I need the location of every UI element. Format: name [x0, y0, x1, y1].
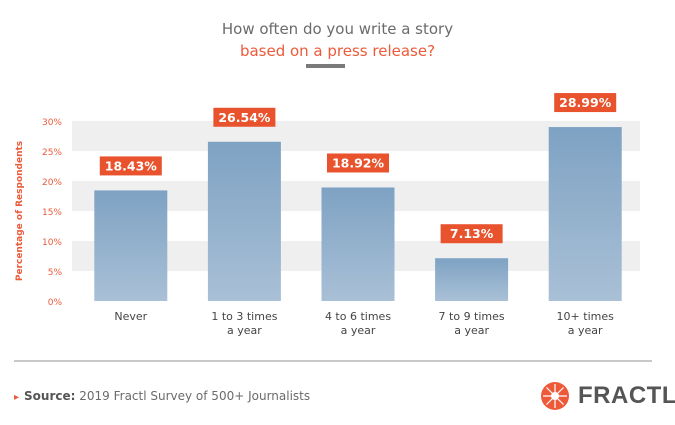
bullet-icon: ▸: [14, 392, 20, 403]
data-label-box: [440, 224, 503, 244]
y-tick-label: 15%: [42, 208, 62, 218]
title-underline: [306, 64, 345, 68]
data-label-box: [213, 107, 276, 127]
data-label: 26.54%: [218, 110, 271, 125]
x-tick-label: a year: [341, 324, 376, 337]
x-tick-label: 10+ times: [557, 310, 615, 323]
x-tick-label: a year: [454, 324, 489, 337]
data-label-box: [99, 156, 162, 176]
bar: [94, 190, 168, 301]
bar-chart: Percentage of Respondents 0% 5% 10% 15% 20% 2…: [15, 93, 640, 337]
footer-divider: [14, 360, 652, 362]
data-label: 28.99%: [559, 95, 612, 110]
x-tick-label: a year: [227, 324, 262, 337]
chart-title-line1: How often do you write a story: [221, 20, 454, 38]
x-tick-label: 1 to 3 times: [211, 310, 277, 323]
y-tick-label: 0%: [48, 298, 63, 308]
y-tick-label: 25%: [42, 148, 62, 158]
data-label-box: [554, 93, 617, 113]
y-tick-label: 20%: [42, 178, 62, 188]
bar: [548, 127, 622, 301]
data-label: 18.43%: [105, 158, 158, 173]
x-tick-label: a year: [568, 324, 603, 337]
data-label: 18.92%: [332, 155, 385, 170]
data-label: 7.13%: [450, 226, 494, 241]
bar: [435, 258, 509, 301]
x-tick-label: Never: [114, 310, 147, 323]
source-note: ▸ Source: 2019 Fractl Survey of 500+ Jour…: [14, 389, 311, 403]
y-tick-label: 10%: [42, 238, 62, 248]
fractl-logo-icon: [541, 382, 569, 410]
chart-title-line2: based on a press release?: [239, 42, 436, 60]
y-tick-label: 5%: [48, 268, 63, 278]
y-axis-label: Percentage of Respondents: [15, 141, 25, 281]
x-tick-label: 7 to 9 times: [439, 310, 505, 323]
grid-band: [72, 121, 640, 151]
bar: [321, 187, 395, 301]
data-label-box: [327, 153, 389, 173]
fractl-logo: FRACTL: [540, 381, 675, 411]
y-tick-label: 30%: [42, 118, 62, 128]
bar: [207, 141, 281, 301]
x-tick-label: 4 to 6 times: [325, 310, 391, 323]
